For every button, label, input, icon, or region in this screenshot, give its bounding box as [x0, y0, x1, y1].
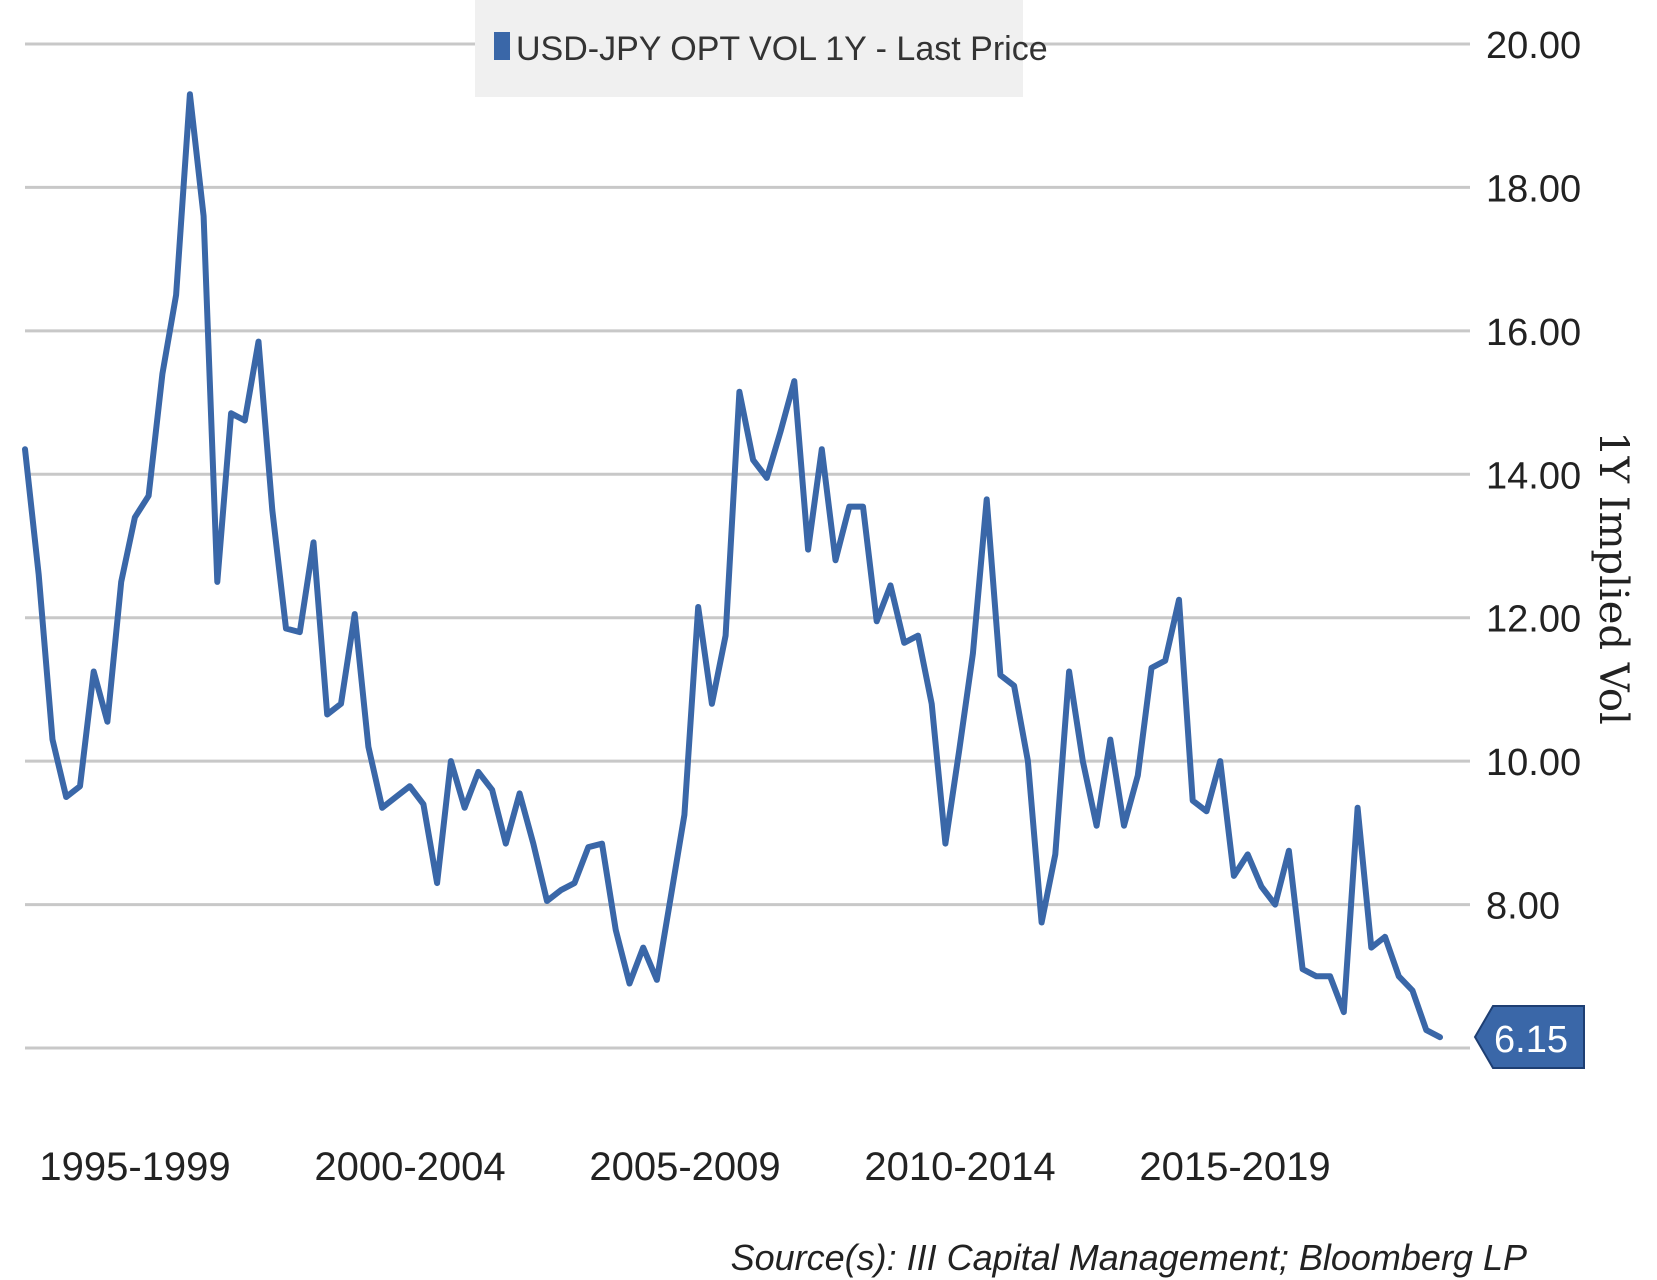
last-value-tag-shape	[1473, 1005, 1585, 1069]
x-tick-label: 1995-1999	[39, 1145, 230, 1189]
legend: USD-JPY OPT VOL 1Y - Last Price	[475, 0, 1048, 97]
last-value-label: 6.15	[1494, 1019, 1568, 1061]
x-axis-ticks: 1995-1999 2000-2004 2005-2009 2010-2014 2015…	[39, 1145, 1330, 1189]
x-tick-label: 2015-2019	[1139, 1145, 1330, 1189]
y-tick-label: 16.00	[1486, 312, 1581, 354]
x-tick-label: 2000-2004	[314, 1145, 505, 1189]
series-line	[22, 91, 1443, 1041]
gridlines	[25, 42, 1470, 1050]
last-value-tag: 6.15	[1473, 1005, 1585, 1069]
y-tick-label: 20.00	[1486, 25, 1581, 67]
x-tick-label: 2010-2014	[864, 1145, 1055, 1189]
x-tick-label: 2005-2009	[589, 1145, 780, 1189]
y-tick-label: 10.00	[1486, 742, 1581, 784]
source-note: Source(s): III Capital Management; Bloom…	[731, 1237, 1527, 1278]
y-axis-ticks: 20.00 18.00 16.00 14.00 12.00 10.00 8.00	[1486, 25, 1581, 928]
y-tick-label: 8.00	[1486, 886, 1560, 928]
legend-swatch	[494, 32, 510, 60]
y-tick-label: 12.00	[1486, 599, 1581, 641]
y-tick-label: 18.00	[1486, 168, 1581, 210]
legend-background	[475, 0, 1023, 97]
y-tick-label: 14.00	[1486, 455, 1581, 497]
y-axis-label: 1Y Implied Vol	[1590, 431, 1636, 725]
legend-label: USD-JPY OPT VOL 1Y - Last Price	[516, 30, 1048, 68]
